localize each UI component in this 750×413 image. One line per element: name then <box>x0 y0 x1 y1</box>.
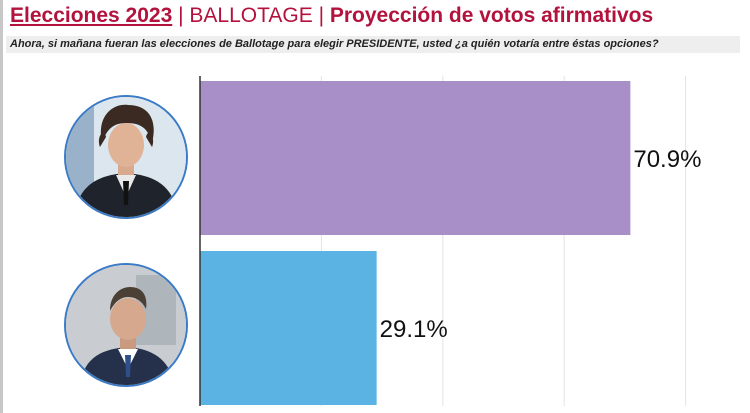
title-elecciones: Elecciones 2023 <box>10 4 173 27</box>
title-ballotage: BALLOTAGE <box>189 4 313 27</box>
title-separator-2: | <box>312 4 330 27</box>
bar-1 <box>200 81 631 235</box>
chart-subtitle: Ahora, si mañana fueran las elecciones d… <box>10 38 659 50</box>
page-title: Elecciones 2023 | BALLOTAGE | Proyección… <box>10 4 653 28</box>
candidate-2-avatar-icon <box>64 263 188 387</box>
subtitle-band <box>6 36 740 53</box>
candidate-1-avatar-icon <box>64 95 188 219</box>
bar-2 <box>200 251 377 405</box>
bar-value-label-2: 29.1% <box>380 316 448 343</box>
title-proyeccion: Proyección de votos afirmativos <box>329 4 654 27</box>
bar-value-label-1: 70.9% <box>633 146 701 173</box>
title-separator-1: | <box>172 4 190 27</box>
left-edge-divider <box>0 0 3 413</box>
